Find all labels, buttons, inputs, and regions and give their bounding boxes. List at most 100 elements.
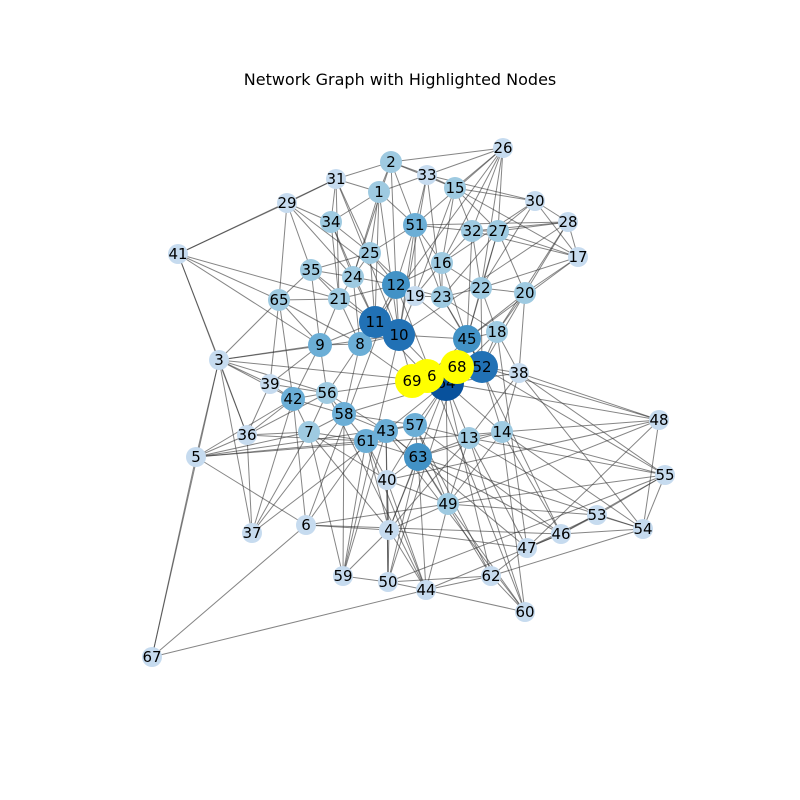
node-label-10: 10 [389,326,408,344]
node-label-38: 38 [509,364,528,382]
node-13: 13 [458,427,480,449]
edge-60-14 [501,431,526,613]
edge-17-22 [480,256,579,289]
node-circle-47 [517,538,537,558]
node-label-68: 68 [447,358,466,376]
node-label-45: 45 [457,330,476,348]
node-43: 43 [374,419,398,443]
edge-1-24 [352,191,380,278]
node-53: 53 [587,505,607,525]
node-40: 40 [377,470,397,490]
edge-67-44 [151,589,427,658]
node-circle-36 [237,425,257,445]
node-label-59: 59 [333,567,352,585]
node-label-12: 12 [386,276,405,294]
edge-20-38 [518,292,526,374]
edge-57-49 [414,424,449,505]
node-label-20: 20 [515,284,534,302]
edge-27-20 [497,230,526,294]
edge-60-44 [425,589,526,613]
edge-3-42 [218,359,294,400]
node-label-28: 28 [558,213,577,231]
node-label-40: 40 [377,471,396,489]
node-circle-26 [493,138,513,158]
node-circle-10 [383,319,415,351]
node-circle-58 [332,402,356,426]
edge-55-38 [518,372,666,476]
edge-41-9 [177,253,321,346]
edge-4-13 [388,437,470,531]
node-12: 12 [382,271,410,299]
node-circle-49 [437,493,459,515]
edge-3-37 [218,359,253,534]
node-26: 26 [493,138,513,158]
edge-59-43 [342,430,387,577]
edge-15-16 [441,187,456,264]
node-circle-55 [655,465,675,485]
node-label-50: 50 [378,573,397,591]
node-61: 61 [354,429,378,453]
edge-47-18 [496,331,528,549]
node-circle-18 [486,321,508,343]
node-circle-20 [514,282,536,304]
edge-32-45 [466,230,473,340]
node-label-41: 41 [168,245,187,263]
node-circle-21 [328,288,350,310]
edge-59-10 [342,334,400,577]
edge-59-4 [342,529,390,577]
node-label-57: 57 [405,416,424,434]
node-circle-61 [354,429,378,453]
node-14: 14 [491,421,513,443]
node-circle-22 [470,277,492,299]
node-label-42: 42 [283,390,302,408]
node-circle-3 [209,350,229,370]
edge-48-38 [518,372,660,421]
edge-17-27 [497,230,579,258]
node-label-6: 6 [301,516,311,534]
edge-26-27 [497,147,504,232]
node-label-13: 13 [459,429,478,447]
edge-44-63 [417,456,427,591]
node-42: 42 [281,387,305,411]
node-label-49: 49 [438,495,457,513]
node-38: 38 [509,363,529,383]
node-6: 6 [296,515,316,535]
node-circle-40 [377,470,397,490]
edge-54-62 [490,528,644,577]
node-circle-4 [379,520,399,540]
node-circle-30 [525,191,545,211]
node-15: 15 [444,177,466,199]
node-label-2: 2 [386,153,396,171]
edge-5-61 [195,440,367,458]
node-label-55: 55 [655,466,674,484]
node-25: 25 [359,242,381,264]
node-label-30: 30 [525,192,544,210]
node-16: 16 [431,252,453,274]
edge-36-56 [246,392,328,436]
node-label-47: 47 [517,539,536,557]
node-circle-45 [453,325,481,353]
node-11: 11 [359,306,391,338]
node-46: 46 [551,524,571,544]
edge-62-50 [387,575,492,583]
node-56: 56 [316,382,338,404]
edge-65-42 [278,299,294,400]
node-circle-14 [491,421,513,443]
node-37: 37 [242,523,262,543]
node-label-56: 56 [317,384,336,402]
edge-48-49 [447,419,660,505]
edge-44-4 [388,529,427,591]
node-label-48: 48 [649,411,668,429]
node-17: 17 [568,247,588,267]
node-circle-65 [268,289,290,311]
node-label-29: 29 [277,194,296,212]
node-41: 41 [168,244,188,264]
node-circle-67 [142,647,162,667]
edge-54-38 [518,372,644,530]
edge-37-58 [251,413,345,534]
node-4: 4 [379,520,399,540]
node-circle-29 [277,193,297,213]
node-44: 44 [416,580,436,600]
node-circle-59 [333,566,353,586]
node-circle-33 [417,165,437,185]
